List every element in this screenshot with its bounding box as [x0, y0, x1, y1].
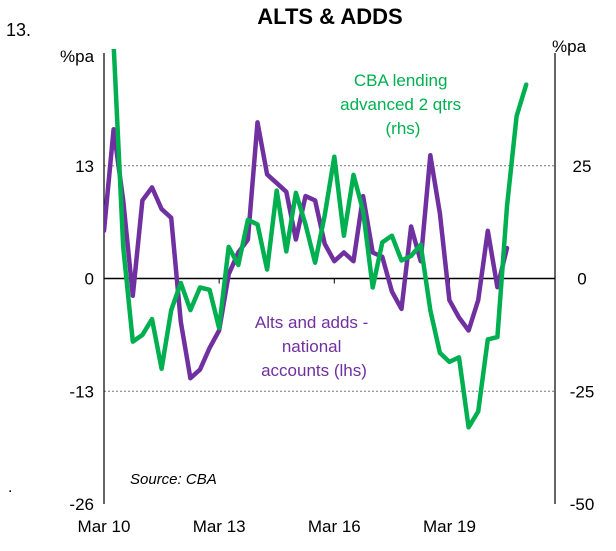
green-series-label-line-2: advanced 2 qtrs [340, 95, 461, 114]
left-tick-label-2: 0 [85, 270, 94, 289]
left-axis-unit: %pa [60, 47, 95, 66]
dot-mark: . [8, 479, 12, 496]
purple-series-label: Alts and adds - national accounts (lhs) [255, 313, 373, 380]
gridlines [104, 165, 555, 392]
chart-number: 13. [6, 20, 31, 40]
right-tick-label-2: 0 [577, 270, 586, 289]
axes [103, 53, 556, 504]
left-tick-label-0: -26 [69, 495, 94, 514]
source-note: Source: CBA [130, 471, 217, 488]
right-tick-label-1: -25 [570, 382, 595, 401]
x-tick-label-2: Mar 16 [308, 517, 361, 536]
right-axis-unit: %pa [552, 37, 587, 56]
purple-series-label-line-1: Alts and adds - [255, 313, 368, 332]
green-series-line [111, 49, 529, 430]
right-tick-label-3: 25 [573, 157, 592, 176]
green-series-label: CBA lending advanced 2 qtrs (rhs) [340, 71, 466, 138]
purple-series-label-line-2: national [282, 337, 342, 356]
x-tick-label-0: Mar 10 [78, 517, 131, 536]
series-lines [104, 49, 529, 430]
purple-series-line [104, 120, 510, 381]
left-tick-label-3: 13 [75, 157, 94, 176]
green-series-label-line-3: (rhs) [386, 119, 421, 138]
chart-title: ALTS & ADDS [257, 4, 402, 29]
x-tick-label-1: Mar 13 [193, 517, 246, 536]
purple-series-label-line-3: accounts (lhs) [261, 361, 367, 380]
x-tick-label-3: Mar 19 [423, 517, 476, 536]
right-tick-label-0: -50 [570, 495, 595, 514]
left-tick-label-1: -13 [69, 382, 94, 401]
tick-labels: Mar 10 Mar 13 Mar 16 Mar 19 -26 -13 0 13 -50 -25 0… [69, 157, 594, 536]
green-series-label-line-1: CBA lending [354, 71, 448, 90]
